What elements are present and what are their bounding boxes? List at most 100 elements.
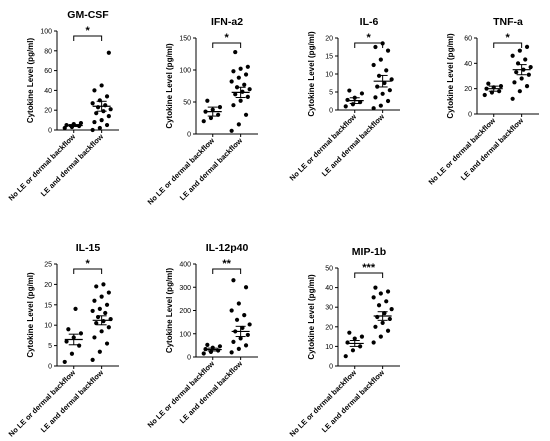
y-tick-label: 30: [325, 305, 333, 312]
data-point: [486, 81, 491, 86]
data-point: [373, 324, 378, 329]
data-point: [519, 76, 524, 81]
data-point: [497, 89, 502, 94]
y-tick-label: 200: [179, 308, 191, 315]
data-point: [90, 357, 95, 362]
y-tick-label: 300: [179, 285, 191, 292]
data-point: [378, 334, 383, 339]
data-point: [201, 351, 206, 356]
data-point: [389, 77, 394, 82]
data-point: [510, 96, 515, 101]
data-point: [243, 72, 249, 77]
significance-marker: *: [86, 258, 91, 270]
y-tick-label: 100: [179, 68, 191, 75]
significance-bracket: [212, 268, 242, 274]
data-point: [373, 44, 378, 50]
data-point: [247, 87, 252, 92]
chart-title: IL-6: [360, 16, 379, 28]
y-tick-label: 0: [468, 112, 472, 119]
data-point: [243, 112, 249, 117]
data-point: [104, 122, 110, 128]
data-point: [498, 84, 504, 89]
y-axis-label: Cytokine Level (pg/ml): [307, 31, 316, 117]
significance-marker: *: [506, 32, 511, 44]
data-point: [240, 325, 245, 331]
data-point: [233, 49, 238, 55]
significance-bracket: [73, 35, 103, 41]
data-point: [77, 343, 82, 348]
data-point: [231, 69, 236, 74]
chart-title: IL-12p40: [206, 242, 249, 254]
significance-marker: **: [222, 258, 231, 270]
y-tick-label: 20: [44, 282, 52, 289]
data-point: [385, 98, 391, 104]
chart-title: IL-15: [76, 242, 101, 254]
data-point: [514, 70, 519, 75]
data-point: [371, 295, 376, 300]
data-point: [482, 92, 487, 98]
data-point: [384, 68, 389, 73]
y-tick-label: 40: [325, 285, 333, 292]
data-point: [236, 122, 241, 127]
data-point: [94, 284, 99, 289]
data-point: [375, 84, 380, 89]
data-point: [92, 298, 97, 303]
data-point: [347, 330, 352, 335]
data-point: [99, 83, 104, 88]
y-tick-label: 0: [48, 364, 52, 371]
y-tick-label: 5: [48, 343, 52, 350]
data-point: [217, 105, 223, 110]
data-point: [523, 57, 528, 62]
data-point: [205, 342, 210, 348]
y-tick-label: 5: [329, 90, 333, 97]
data-point: [106, 325, 111, 330]
data-point: [233, 92, 238, 97]
data-point: [101, 282, 106, 287]
data-point: [345, 97, 350, 103]
data-point: [380, 91, 385, 96]
y-tick-label: 0: [187, 355, 191, 362]
data-point: [387, 316, 392, 322]
data-point: [350, 348, 356, 353]
data-point: [245, 64, 250, 69]
data-point: [371, 106, 376, 111]
y-tick-label: 60: [464, 36, 472, 43]
data-point: [524, 44, 530, 49]
data-point: [380, 320, 385, 325]
y-tick-label: 10: [325, 344, 333, 351]
y-tick-label: 15: [44, 302, 52, 309]
data-point: [242, 82, 247, 87]
data-point: [78, 120, 84, 126]
data-point: [231, 278, 236, 283]
data-point: [343, 354, 348, 359]
data-point: [90, 308, 95, 314]
data-point: [376, 303, 382, 308]
data-point: [99, 294, 104, 299]
data-point: [243, 285, 249, 290]
data-point: [208, 115, 214, 121]
data-point: [238, 98, 243, 103]
data-point: [69, 351, 75, 356]
data-point: [359, 91, 365, 96]
data-point: [389, 307, 394, 312]
data-point: [238, 336, 243, 341]
data-point: [385, 289, 391, 294]
data-point: [343, 104, 348, 109]
data-point: [92, 88, 97, 93]
y-tick-label: 25: [44, 262, 52, 269]
y-tick-label: 20: [44, 108, 52, 115]
data-point: [245, 94, 250, 99]
y-axis-label: Cytokine Level (pg/ml): [446, 33, 455, 119]
y-tick-label: 80: [44, 48, 52, 55]
data-point: [104, 341, 110, 346]
chart-title: TNF-a: [493, 16, 523, 28]
data-point: [517, 89, 522, 94]
y-axis-label: Cytokine Level (pg/ml): [26, 37, 35, 123]
data-point: [90, 101, 95, 106]
data-point: [385, 328, 391, 333]
data-point: [229, 350, 234, 355]
chart-il-12p40: IL-12p40 Cytokine Level (pg/ml) 0 100 200 300…: [146, 242, 258, 430]
y-tick-label: 50: [325, 266, 333, 273]
y-tick-label: 0: [329, 364, 333, 371]
